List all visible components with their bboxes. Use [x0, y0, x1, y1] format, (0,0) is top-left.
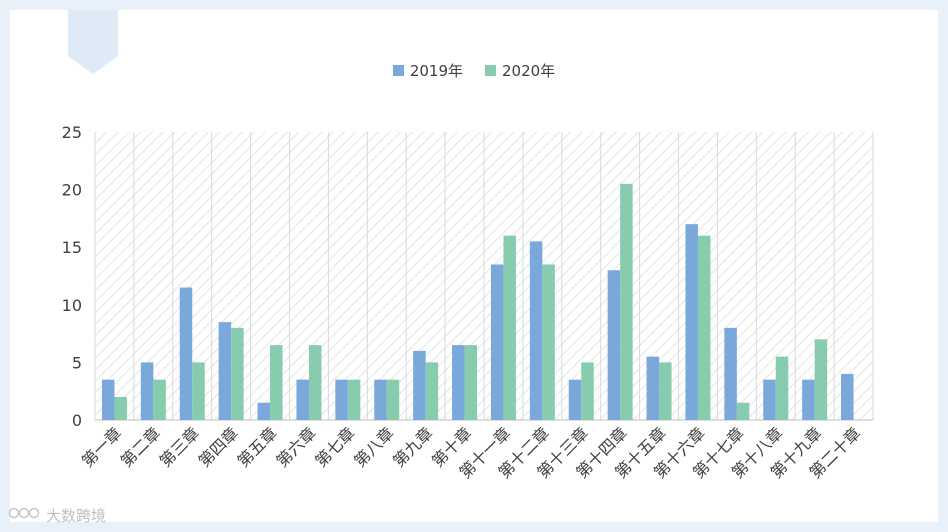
bar-2019年-第九章 [413, 350, 426, 420]
x-tick-label: 第三章 [156, 423, 203, 470]
bar-2020年-第一章 [114, 396, 127, 420]
bar-2020年-第十五章 [659, 362, 672, 420]
bar-2020年-第十九章 [814, 339, 828, 420]
watermark-text: 大数跨境 [46, 506, 107, 525]
x-tick-label: 第四章 [195, 423, 242, 470]
bar-2019年-第十六章 [685, 224, 698, 420]
bar-2020年-第十章 [464, 345, 478, 420]
bar-2020年-第七章 [347, 379, 361, 420]
bar-2020年-第十八章 [775, 356, 789, 420]
bar-2019年-第四章 [218, 322, 232, 420]
bar-2020年-第九章 [425, 362, 439, 420]
bar-2020年-第四章 [231, 327, 244, 420]
legend-label-2020: 2020年 [502, 62, 556, 80]
y-tick-label: 20 [62, 181, 82, 200]
bar-2019年-第十三章 [568, 379, 582, 420]
bar-2019年-第六章 [296, 379, 309, 420]
x-tick-label: 第五章 [233, 423, 280, 470]
x-tick-label: 第二章 [117, 423, 164, 470]
bar-2019年-第十七章 [724, 327, 737, 420]
bar-2020年-第六章 [308, 345, 322, 420]
legend-swatch-2020 [485, 65, 496, 76]
bar-2020年-第三章 [192, 362, 205, 420]
bar-2019年-第十章 [452, 345, 465, 420]
legend: 2019年 2020年 [0, 60, 948, 81]
bar-2020年-第十六章 [697, 235, 711, 420]
legend-item-2019: 2019年 [392, 60, 463, 81]
bar-2019年-第七章 [335, 379, 348, 420]
bar-2019年-第十一章 [490, 264, 504, 420]
y-tick-label: 5 [72, 353, 82, 372]
decorative-tab [68, 10, 118, 74]
legend-swatch-2019 [392, 65, 404, 76]
bar-2020年-第十三章 [581, 362, 594, 420]
bar-2019年-第十八章 [763, 379, 776, 420]
legend-label-2019: 2019年 [409, 62, 463, 80]
bar-2020年-第十七章 [736, 402, 750, 420]
bar-2019年-第十二章 [529, 241, 543, 420]
bar-2020年-第十二章 [542, 264, 555, 420]
y-tick-label: 25 [62, 123, 82, 142]
bar-2019年-第八章 [374, 379, 387, 420]
watermark: 大数跨境 [8, 504, 106, 526]
bar-2019年-第十九章 [802, 379, 815, 420]
x-tick-label: 第七章 [311, 423, 358, 470]
bar-2020年-第十一章 [503, 235, 516, 420]
bar-2019年-第十四章 [607, 270, 621, 420]
bar-2019年-第三章 [179, 287, 193, 420]
x-tick-label: 第六章 [272, 423, 319, 470]
bar-2020年-第五章 [270, 345, 283, 420]
bar-2020年-第二章 [153, 379, 166, 420]
bar-2019年-第五章 [257, 402, 271, 420]
y-tick-label: 10 [62, 296, 82, 315]
watermark-logo-icon [8, 504, 42, 526]
bar-2019年-第二章 [140, 362, 154, 420]
x-tick-label: 第一章 [78, 423, 125, 470]
bar-2020年-第十四章 [620, 183, 633, 420]
y-tick-label: 0 [72, 411, 82, 430]
bar-2019年-第二十章 [841, 373, 854, 420]
x-tick-label: 第九章 [389, 423, 436, 470]
bar-2019年-第一章 [101, 379, 115, 420]
y-tick-label: 15 [62, 238, 82, 257]
legend-item-2020: 2020年 [485, 60, 555, 81]
bar-2020年-第八章 [386, 379, 400, 420]
x-tick-label: 第八章 [350, 423, 397, 470]
bar-2019年-第十五章 [646, 356, 660, 420]
